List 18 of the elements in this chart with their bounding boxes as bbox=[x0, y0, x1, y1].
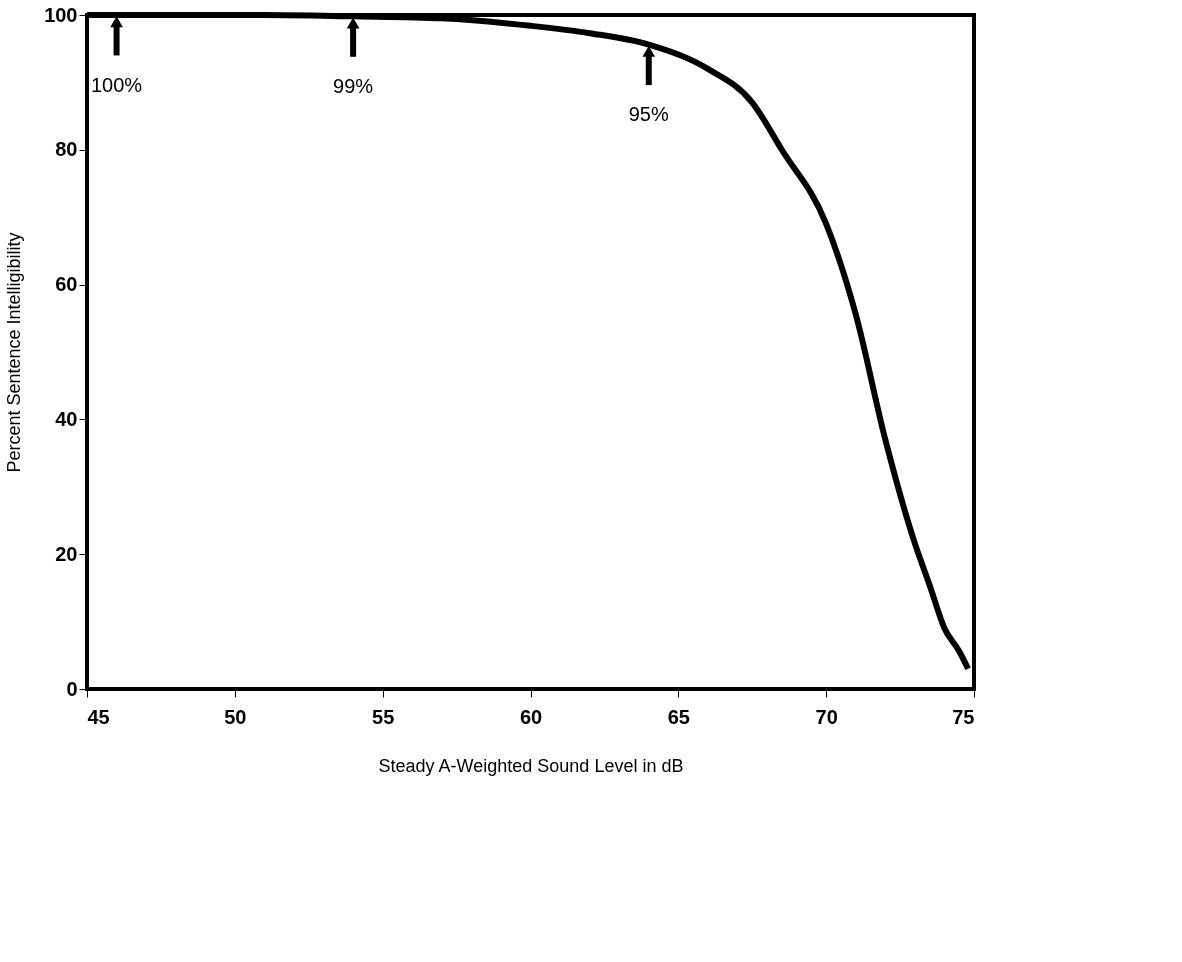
y-axis-title: Percent Sentence Intelligibility bbox=[4, 232, 25, 473]
y-tick-label: 60 bbox=[55, 273, 78, 296]
annotation: 99% bbox=[333, 75, 374, 98]
x-tick-label: 50 bbox=[224, 705, 247, 728]
y-tick-label: 80 bbox=[55, 138, 78, 161]
x-tick-label: 65 bbox=[667, 705, 690, 728]
y-tick-label: 40 bbox=[55, 407, 78, 430]
x-tick-label: 45 bbox=[87, 705, 110, 728]
x-tick-label: 75 bbox=[952, 705, 975, 728]
annotation: 100% bbox=[90, 73, 143, 96]
annotation: 95% bbox=[628, 103, 669, 126]
x-tick-label: 55 bbox=[372, 705, 395, 728]
y-tick-label: 100 bbox=[44, 3, 78, 26]
x-tick-label: 60 bbox=[519, 705, 543, 728]
x-axis-title: Steady A-Weighted Sound Level in dB bbox=[378, 755, 684, 776]
y-tick-label: 0 bbox=[66, 677, 78, 700]
y-tick-label: 20 bbox=[55, 542, 78, 565]
x-tick-label: 70 bbox=[815, 705, 838, 728]
